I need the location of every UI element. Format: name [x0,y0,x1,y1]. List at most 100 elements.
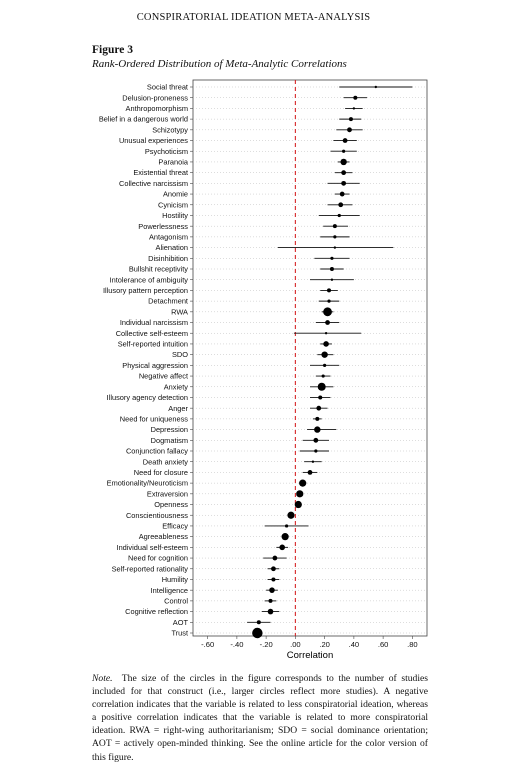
running-head: CONSPIRATORIAL IDEATION META-ANALYSIS [136,12,371,23]
construct-label: Disinhibition [148,254,188,263]
point-estimate [294,500,302,509]
point-estimate [323,307,332,317]
construct-label: Openness [154,500,188,509]
construct-label: Negative affect [139,372,188,381]
x-axis: -.60 -.40 -.20 .00 .20 .40 .60 .80 [201,636,418,649]
construct-label: Detachment [148,297,188,306]
construct-label: Alienation [156,243,188,252]
point-estimate [318,395,323,400]
point-estimate [340,158,347,166]
point-estimate [341,170,347,176]
point-estimate [252,627,263,639]
point-estimate [352,107,356,110]
construct-label: Trust [171,629,188,638]
construct-label: Intelligence [151,586,188,595]
point-estimate [347,127,352,133]
construct-label: Psychoticism [145,147,188,156]
point-estimate [271,577,276,582]
construct-label: Existential threat [133,168,188,177]
point-estimate [321,374,325,378]
construct-label: Illusory agency detection [107,393,188,402]
point-estimate [313,437,319,443]
point-estimate [333,246,337,249]
point-estimate [279,544,286,551]
point-estimate [330,256,334,260]
construct-label: Death anxiety [143,457,188,466]
construct-label: Conscientiousness [126,511,188,520]
point-estimate [314,449,318,453]
construct-label: Illusory pattern perception [103,286,188,295]
grid-lines [193,86,427,634]
construct-label: Collective narcissism [119,179,188,188]
construct-label: Collective self-esteem [116,329,188,338]
construct-label: Self-reported rationality [112,564,189,573]
point-estimate [321,351,328,358]
point-estimate [296,490,304,498]
construct-label: Intolerance of ambiguity [110,275,189,284]
construct-label: Social threat [147,83,188,92]
construct-label: AOT [173,618,189,627]
point-estimate [323,363,327,367]
construct-label: Unusual experiences [119,136,188,145]
point-estimate [271,566,276,572]
construct-label: Powerlessness [138,222,188,231]
point-estimate [332,224,337,229]
point-estimate [342,149,346,153]
point-estimate [327,299,331,303]
point-estimate [341,180,347,186]
construct-label: Individual self-esteem [117,543,188,552]
point-estimate [268,598,273,603]
construct-label: Anxiety [164,382,189,391]
point-estimate [330,278,334,281]
construct-label: Belief in a dangerous world [99,115,188,124]
construct-label: SDO [172,350,188,359]
point-estimate [256,620,261,625]
point-estimate [314,426,321,433]
point-estimate [327,288,332,293]
x-tick-label: .20 [319,640,330,649]
figure-title: Rank-Ordered Distribution of Meta-Analyt… [92,58,347,70]
plot-frame [192,79,428,637]
point-estimate [285,524,289,528]
figure-note: Note. The size of the circles in the fig… [92,672,428,764]
construct-label: Hostility [162,211,188,220]
point-estimate [342,138,348,143]
construct-label: Antagonism [149,232,188,241]
point-estimate [281,533,289,541]
point-estimate [272,555,278,561]
construct-label: Anomie [163,190,188,199]
construct-label: Need for cognition [128,554,188,563]
point-estimate [315,416,320,421]
point-estimate [307,470,313,475]
construct-label: Efficacy [162,522,188,531]
point-estimate [337,213,341,218]
figure-label: Figure 3 [92,44,133,56]
construct-label: Cynicism [158,200,188,209]
construct-label: Anthropomorphism [126,104,188,113]
construct-label: Control [164,596,188,605]
note-text: The size of the circles in the figure co… [92,673,428,763]
construct-label: Cognitive reflection [125,607,188,616]
construct-label: Depression [151,425,188,434]
construct-label: Humility [162,575,189,584]
construct-label: Physical aggression [122,361,188,370]
point-estimate [323,341,329,347]
point-estimate [311,460,315,463]
point-estimate [287,511,295,519]
construct-label: Anger [168,404,188,413]
x-tick-label: .40 [349,640,360,649]
point-estimate [324,332,328,335]
x-tick-label: -.60 [201,640,214,649]
x-axis-label: Correlation [287,650,333,661]
x-tick-label: .80 [407,640,418,649]
note-lead: Note. [92,673,113,684]
construct-label: Delusion-proneness [122,93,188,102]
x-tick-label: .60 [378,640,389,649]
point-estimate [325,320,330,325]
point-estimate [316,405,322,411]
point-estimate [329,267,334,271]
construct-label: Conjunction fallacy [126,447,188,456]
construct-label: Dogmatism [151,436,188,445]
